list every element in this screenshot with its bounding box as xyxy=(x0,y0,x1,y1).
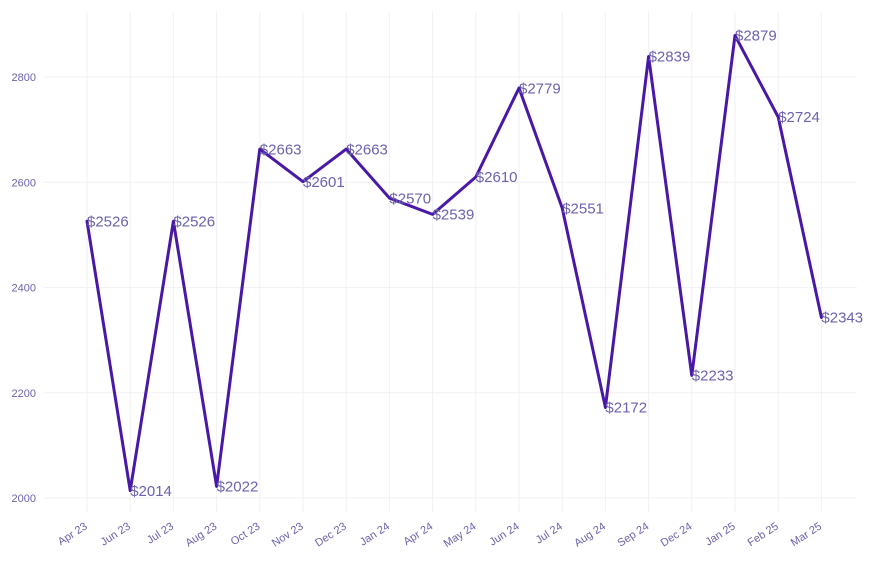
x-tick-label: Jul 24 xyxy=(534,520,565,546)
x-tick-label: Feb 25 xyxy=(746,520,781,549)
y-tick-label: 2600 xyxy=(12,177,36,189)
data-label: $2570 xyxy=(389,190,431,207)
y-tick-label: 2400 xyxy=(12,283,36,295)
x-tick-label: May 24 xyxy=(442,520,479,550)
x-tick-label: Sep 24 xyxy=(615,520,651,549)
x-tick-label: Oct 23 xyxy=(229,520,263,548)
y-tick-label: 2200 xyxy=(12,388,36,400)
x-tick-label: Jan 24 xyxy=(358,520,392,548)
x-tick-label: Aug 23 xyxy=(183,520,219,549)
series-line xyxy=(85,33,823,493)
data-labels: $2526 $2014 $2526 $2022 $2663$2601$2663 $2570… xyxy=(87,28,863,500)
data-label: $2526 xyxy=(87,213,129,230)
x-tick-label: Dec 24 xyxy=(659,520,695,549)
x-axis-ticks: Apr 23 Jun 23 Jul 23 Aug 23 Oct 23 Nov 23 Dec … xyxy=(56,520,824,550)
data-label: $2839 xyxy=(649,49,691,66)
data-label: $2879 xyxy=(735,28,777,45)
x-tick-label: Jan 25 xyxy=(703,520,737,548)
series-lines xyxy=(85,33,823,493)
x-tick-label: Mar 25 xyxy=(789,520,824,549)
x-tick-label: Jul 23 xyxy=(145,520,176,546)
data-label: $2526 xyxy=(173,213,215,230)
data-label: $2779 xyxy=(519,80,561,97)
data-label: $2172 xyxy=(605,400,647,417)
y-tick-label: 2800 xyxy=(12,72,36,84)
data-label: $2724 xyxy=(778,109,820,126)
x-tick-label: Jun 23 xyxy=(99,520,133,548)
x-tick-label: Apr 24 xyxy=(402,520,436,548)
data-label: $2663 xyxy=(260,141,302,158)
data-label: $2343 xyxy=(821,310,863,327)
data-label: $2022 xyxy=(217,479,259,496)
data-label: $2610 xyxy=(476,169,518,186)
x-tick-label: Nov 23 xyxy=(270,520,306,549)
data-label: $2601 xyxy=(303,174,345,191)
data-label: $2014 xyxy=(130,483,172,500)
y-tick-label: 2000 xyxy=(12,493,36,505)
y-axis-ticks: 2000 2200 2400 2600 2800 xyxy=(12,72,36,505)
x-tick-label: Aug 24 xyxy=(572,520,608,549)
data-label: $2663 xyxy=(346,141,388,158)
x-tick-label: Jun 24 xyxy=(487,520,521,548)
x-tick-label: Apr 23 xyxy=(56,520,90,548)
data-label: $2539 xyxy=(433,207,475,224)
data-label: $2551 xyxy=(562,200,604,217)
grid xyxy=(44,12,857,512)
data-label: $2233 xyxy=(692,368,734,385)
x-tick-label: Dec 23 xyxy=(313,520,349,549)
